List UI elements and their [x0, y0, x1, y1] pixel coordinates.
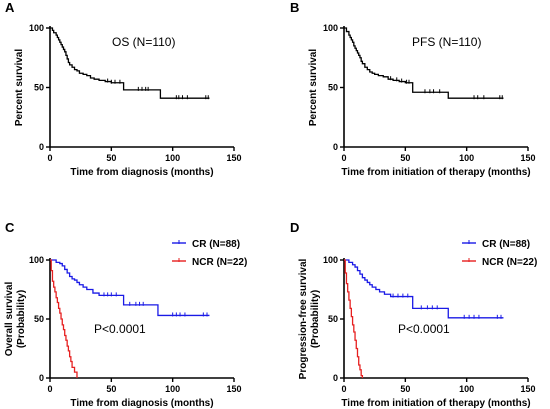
x-tick-label: 100 [459, 153, 474, 163]
x-tick-label: 150 [226, 153, 241, 163]
x-tick-label: 150 [226, 384, 241, 394]
chart-panel-b: B 0 50 100 150 0 50 100 Time from initiation of … [290, 0, 536, 178]
chart-panel-a: A 0 50 100 150 0 50 100 Time from diagnosis (mon… [5, 0, 242, 178]
x-tick-label: 0 [341, 384, 346, 394]
survival-curve-main [344, 27, 504, 99]
y-tick-label: 100 [323, 255, 338, 265]
y-tick-label: 50 [328, 83, 338, 93]
y-tick-label: 100 [323, 23, 338, 33]
survival-curve-cr [50, 259, 210, 317]
survival-curve-cr [344, 259, 504, 319]
legend-label: NCR (N=22) [192, 257, 247, 268]
legend-label: CR (N=88) [192, 239, 240, 250]
chart-panel-d: D 0 50 100 150 0 50 100 Time from initiation of … [290, 220, 537, 409]
x-tick-label: 100 [165, 153, 180, 163]
chart-annotation: PFS (N=110) [412, 35, 481, 49]
y-axis-title: Progression-free survival [298, 258, 309, 379]
y-tick-label: 50 [328, 314, 338, 324]
x-tick-label: 50 [400, 384, 410, 394]
x-tick-label: 100 [459, 384, 474, 394]
x-tick-label: 50 [400, 153, 410, 163]
y-axis-title: (Probability) [16, 290, 27, 348]
legend: CR (N=88) NCR (N=22) [462, 239, 537, 268]
y-tick-label: 0 [39, 142, 44, 152]
y-tick-label: 0 [333, 142, 338, 152]
y-axis-title: Percent survival [14, 49, 25, 126]
chart-annotation: P<0.0001 [398, 322, 450, 336]
panel-letter: A [5, 0, 15, 15]
y-axis-title: Overall survival [4, 282, 15, 357]
x-tick-label: 0 [47, 384, 52, 394]
legend-label: NCR (N=22) [482, 257, 537, 268]
y-tick-label: 0 [333, 373, 338, 383]
chart-annotation: P<0.0001 [94, 322, 146, 336]
x-tick-label: 150 [520, 384, 535, 394]
y-tick-label: 100 [29, 255, 44, 265]
panel-letter: B [290, 0, 299, 15]
survival-curve-ncr [344, 259, 364, 378]
x-axis-title: Time from initiation of therapy (months) [341, 398, 530, 409]
x-tick-label: 0 [341, 153, 346, 163]
y-tick-label: 0 [39, 373, 44, 383]
y-axis-title: Percent survival [308, 49, 319, 126]
y-tick-label: 100 [29, 23, 44, 33]
legend-label: CR (N=88) [482, 239, 530, 250]
survival-curve-ncr [50, 259, 78, 378]
panel-letter: C [5, 220, 15, 235]
x-axis-title: Time from initiation of therapy (months) [341, 167, 530, 178]
x-tick-label: 100 [165, 384, 180, 394]
y-axis-title: (Probability) [310, 290, 321, 348]
chart-panel-c: C 0 50 100 150 0 50 100 Time from diagnosis (mon… [4, 220, 247, 409]
x-tick-label: 50 [106, 153, 116, 163]
x-tick-label: 50 [106, 384, 116, 394]
x-axis-title: Time from diagnosis (months) [70, 398, 213, 409]
x-tick-label: 150 [520, 153, 535, 163]
x-axis-title: Time from diagnosis (months) [70, 167, 213, 178]
legend: CR (N=88) NCR (N=22) [172, 239, 247, 268]
y-tick-label: 50 [34, 83, 44, 93]
y-tick-label: 50 [34, 314, 44, 324]
chart-annotation: OS (N=110) [112, 35, 175, 49]
x-tick-label: 0 [47, 153, 52, 163]
survival-curve-main [50, 27, 210, 99]
panel-letter: D [290, 220, 299, 235]
